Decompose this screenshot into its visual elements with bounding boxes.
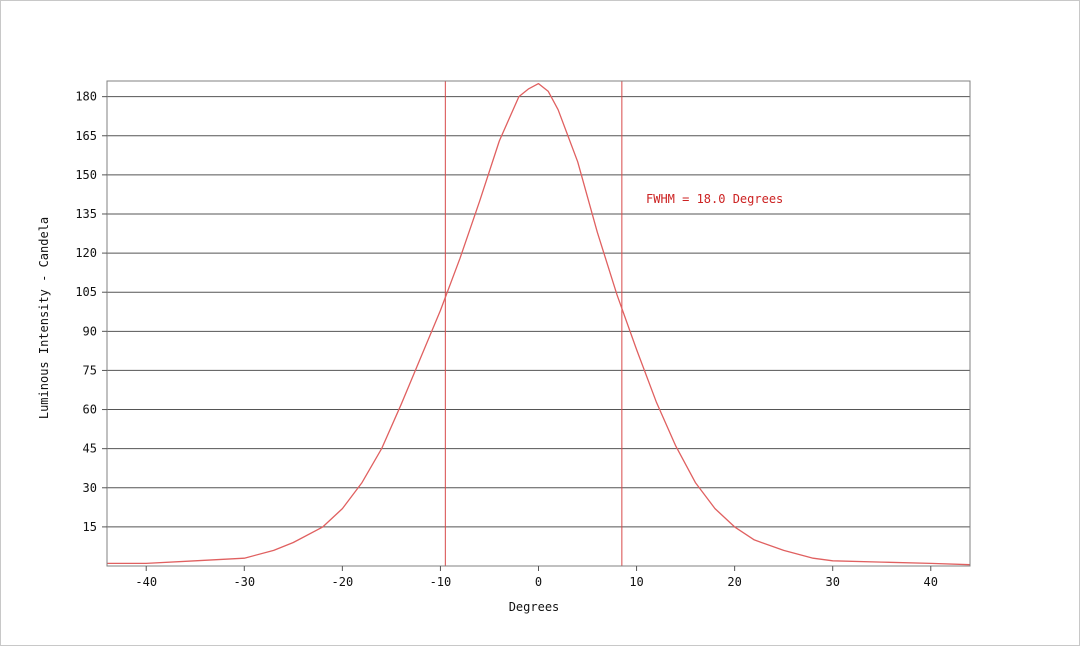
grid-lines xyxy=(107,96,970,528)
series-group xyxy=(107,82,971,566)
x-tick-label: -30 xyxy=(233,575,255,589)
y-tick-label: 150 xyxy=(75,168,97,182)
y-tick-label: 180 xyxy=(75,90,97,104)
y-tick-label: 165 xyxy=(75,129,97,143)
y-axis-title: Luminous Intensity - Candela xyxy=(37,217,51,419)
fwhm-annotation: FWHM = 18.0 Degrees xyxy=(646,192,783,206)
y-tick-label: 60 xyxy=(83,403,97,417)
fwhm-markers xyxy=(444,81,623,566)
plot-border xyxy=(106,80,971,567)
y-tick-label: 30 xyxy=(83,481,97,495)
x-tick-label: 10 xyxy=(629,575,643,589)
x-axis: -40 -30 -20 -10 0 10 20 30 40 xyxy=(135,566,938,589)
x-tick-label: 30 xyxy=(825,575,839,589)
y-tick-label: 90 xyxy=(83,324,97,338)
x-tick-label: -20 xyxy=(332,575,354,589)
x-tick-label: 0 xyxy=(535,575,542,589)
x-tick-label: -10 xyxy=(430,575,452,589)
intensity-curve xyxy=(107,82,971,566)
x-tick-label: 40 xyxy=(924,575,938,589)
y-tick-label: 15 xyxy=(83,520,97,534)
x-tick-label: 20 xyxy=(727,575,741,589)
x-tick-label: -40 xyxy=(135,575,157,589)
y-tick-label: 105 xyxy=(75,285,97,299)
x-axis-title: Degrees xyxy=(509,600,560,614)
y-tick-label: 75 xyxy=(83,363,97,377)
y-tick-label: 45 xyxy=(83,442,97,456)
y-tick-label: 120 xyxy=(75,246,97,260)
y-axis: 15 30 45 60 75 90 105 120 135 150 165 180 xyxy=(75,90,107,534)
y-tick-label: 135 xyxy=(75,207,97,221)
